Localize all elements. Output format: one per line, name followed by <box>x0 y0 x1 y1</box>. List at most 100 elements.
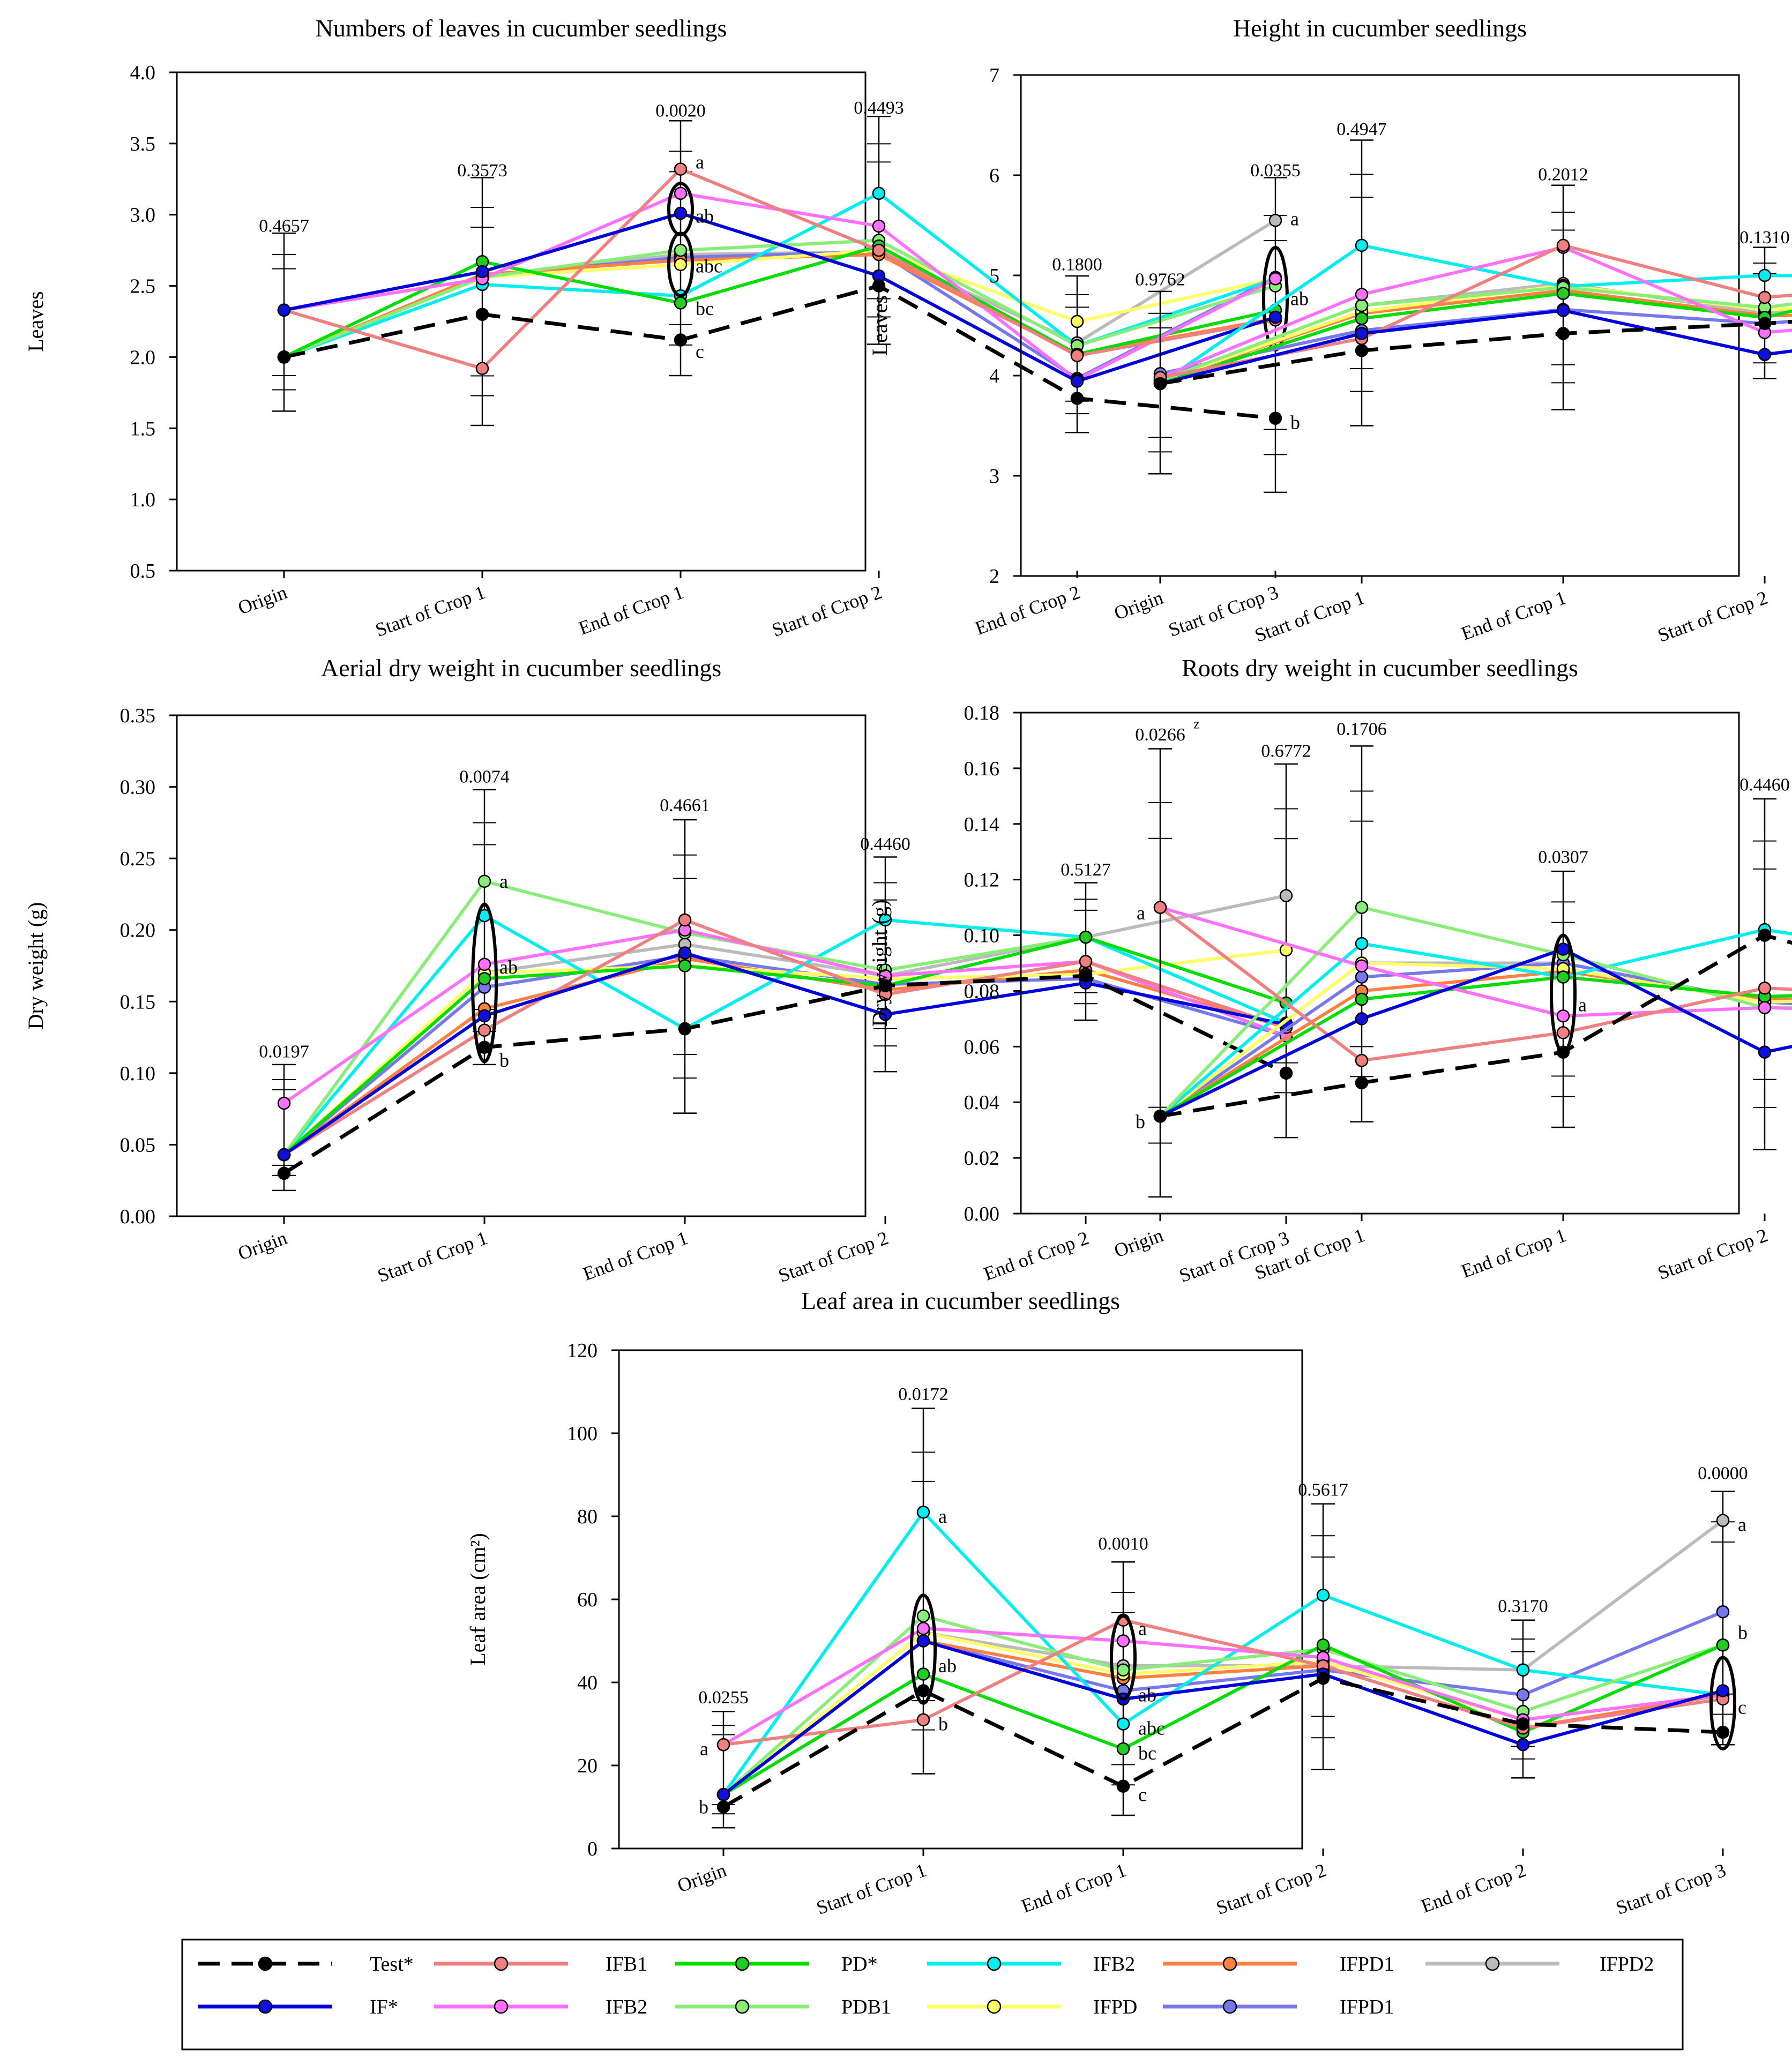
legend-swatch-marker <box>1222 1956 1237 1971</box>
legend-label: IFB2 <box>606 1996 647 2018</box>
data-point <box>1316 1638 1330 1652</box>
legend-item-11: IFPD2 <box>1425 1953 1654 1975</box>
data-point <box>1556 942 1570 956</box>
data-point <box>477 972 491 985</box>
data-point <box>1516 1688 1530 1702</box>
significance-letter: c <box>1738 1697 1746 1718</box>
p-value-label: 0.0010 <box>1098 1534 1148 1554</box>
series-line-3 <box>723 1618 1723 1747</box>
chart-4: Roots dry weight in cucumber seedlings 0.… <box>868 654 1792 1284</box>
series-line-1 <box>1160 933 1792 1118</box>
error-bars <box>272 116 1287 493</box>
chart-title: Aerial dry weight in cucumber seedlings <box>321 654 721 682</box>
error-bars <box>272 763 1298 1192</box>
y-tick-label: 5 <box>989 265 999 287</box>
series-line-5 <box>1160 291 1792 385</box>
data-point <box>1355 327 1369 340</box>
legend-label: IFPD <box>1093 1996 1137 2018</box>
p-value-label: 0.0000 <box>1698 1463 1748 1483</box>
p-value-label: 0.4460 <box>860 834 910 854</box>
p-value-label: 0.2012 <box>1538 164 1588 184</box>
series-line-3 <box>1160 243 1792 379</box>
x-tick-label: Start of Crop 1 <box>372 581 488 641</box>
y-tick-label: 120 <box>567 1339 598 1362</box>
data-point <box>1355 238 1369 252</box>
data-point <box>1268 310 1282 324</box>
data-point <box>477 1023 491 1037</box>
series-line-10 <box>283 250 1276 380</box>
legend-box <box>181 1939 1684 2050</box>
data-point <box>1268 272 1282 286</box>
significance-letter: ab <box>1138 1684 1156 1705</box>
data-point <box>277 350 291 364</box>
series-line-8 <box>282 948 1287 1156</box>
p-value-label: 0.0355 <box>1250 161 1301 181</box>
plot-frame <box>618 1349 1303 1850</box>
data-point <box>1716 1605 1730 1619</box>
data-point <box>1556 287 1570 300</box>
data-point <box>1758 1045 1772 1059</box>
legend-item-6: PDB1 <box>675 1996 891 2018</box>
series-lines <box>282 879 1287 1175</box>
series-lines <box>1159 905 1792 1118</box>
legend-item-1: Test* <box>198 1953 414 1975</box>
legend-label: Test* <box>370 1953 414 1975</box>
legend-item-2: IF* <box>198 1996 398 2018</box>
significance-letter: a <box>696 151 704 173</box>
data-point <box>1070 392 1084 405</box>
series-line-10 <box>283 954 1287 1156</box>
data-point <box>1116 1779 1130 1793</box>
legend-swatch-marker <box>1222 1999 1237 2014</box>
data-point <box>1070 375 1084 388</box>
data-point <box>1268 214 1282 227</box>
data-point <box>916 1684 930 1697</box>
legend-label: IFPD1 <box>1340 1996 1394 2018</box>
data-point <box>1516 1717 1530 1731</box>
x-tick-label: End of Crop 2 <box>981 1227 1091 1285</box>
data-point <box>674 206 688 220</box>
x-tick-label: Start of Crop 2 <box>769 581 885 641</box>
data-point <box>678 1022 692 1036</box>
series-line-1 <box>1160 319 1792 386</box>
data-point <box>1758 290 1772 304</box>
series-line-6 <box>722 1614 1723 1796</box>
x-tick-label: End of Crop 1 <box>1018 1859 1129 1917</box>
p-value-label: 0.4661 <box>660 796 710 815</box>
legend-swatch-marker <box>494 1956 509 1971</box>
series-lines <box>1159 243 1792 386</box>
x-tick-label: Origin <box>1111 587 1166 624</box>
data-point <box>277 1096 291 1110</box>
series-markers <box>1153 238 1772 391</box>
y-tick-label: 100 <box>567 1423 598 1445</box>
p-value-label: 0.4493 <box>854 98 904 118</box>
significance-ellipse <box>1110 1614 1137 1701</box>
series-line-2 <box>1160 309 1792 385</box>
x-tick-label: Origin <box>675 1859 729 1897</box>
data-point <box>1079 969 1093 983</box>
data-point <box>878 1008 892 1021</box>
y-tick-label: 2 <box>989 565 999 588</box>
data-point <box>872 219 886 233</box>
legend-swatch-marker <box>258 1956 273 1971</box>
series-line-2 <box>722 1639 1723 1796</box>
data-point <box>1556 304 1570 317</box>
data-point <box>678 946 692 960</box>
data-point <box>277 303 291 317</box>
legend: Test* IF* IFB1 IFB2 PD* PDB1 IFB2 IFPD IFPD1 IFPD… <box>181 1939 1684 2050</box>
series-line-2 <box>283 951 1287 1156</box>
x-tick-label: Start of Crop 3 <box>1613 1859 1729 1919</box>
y-tick-label: 1.5 <box>130 417 156 440</box>
y-tick-label: 0.5 <box>130 560 156 582</box>
significance-letter: ab <box>696 205 714 227</box>
y-tick-label: 0.06 <box>964 1036 1000 1058</box>
data-point <box>1758 348 1772 361</box>
significance-letter: a <box>1138 1618 1147 1639</box>
y-tick-label: 6 <box>989 164 999 187</box>
y-tick-label: 0.14 <box>964 813 1000 836</box>
p-value-label: 0.0266 <box>1135 725 1185 745</box>
data-point <box>1716 1514 1730 1527</box>
legend-label: IFPD2 <box>1600 1953 1654 1975</box>
data-point <box>1355 959 1369 972</box>
p-value-label: 0.4657 <box>259 216 309 236</box>
